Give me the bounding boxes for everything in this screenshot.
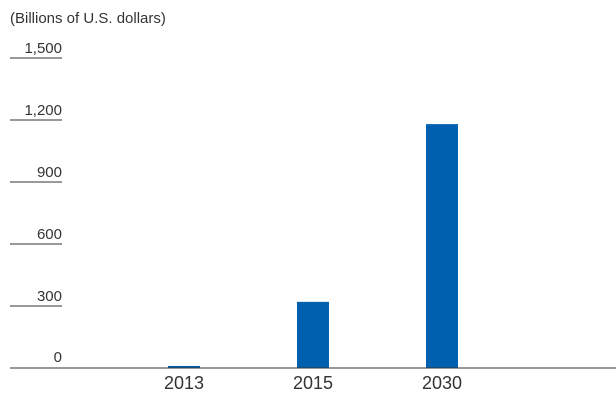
bars — [168, 124, 458, 368]
y-tick-label: 600 — [37, 226, 62, 243]
x-tick-label: 2030 — [422, 373, 462, 393]
x-tick-label: 2013 — [164, 373, 204, 393]
x-tick-label: 2015 — [293, 373, 333, 393]
y-tick-label: 900 — [37, 164, 62, 181]
y-tick-label: 0 — [54, 349, 62, 366]
y-tick-label: 300 — [37, 288, 62, 305]
bar-2013 — [168, 365, 200, 368]
y-tick-label: 1,200 — [24, 102, 62, 119]
bar-2030 — [426, 124, 458, 368]
unit-label: (Billions of U.S. dollars) — [10, 10, 166, 27]
bar-2015 — [297, 301, 329, 368]
y-tick-label: 1,500 — [24, 40, 62, 57]
x-axis-labels: 2013 2015 2030 — [164, 373, 462, 393]
y-axis: 0 300 600 900 1,200 1,500 — [10, 40, 62, 366]
